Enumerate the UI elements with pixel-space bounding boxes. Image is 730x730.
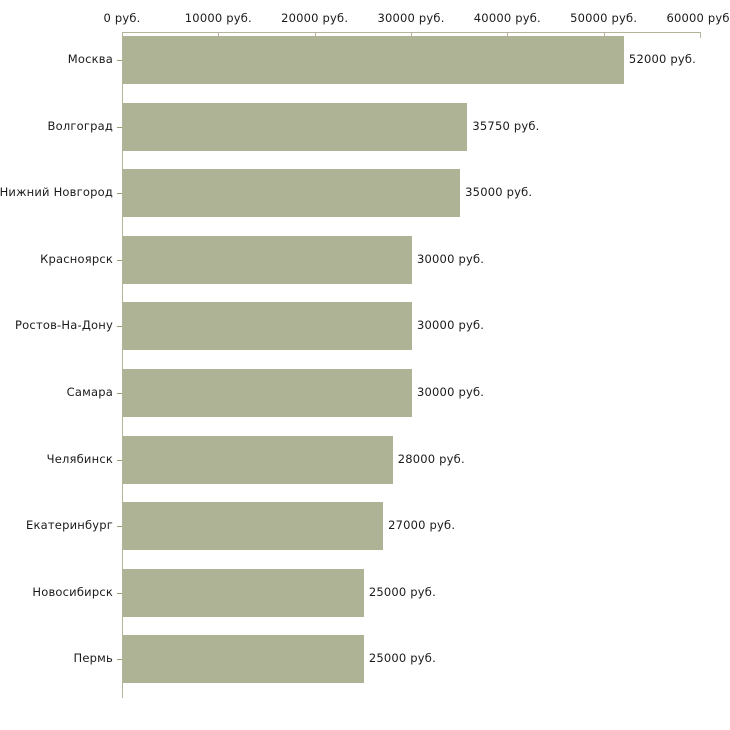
bar-value-label: 35000 руб. xyxy=(465,185,533,199)
bar[interactable] xyxy=(123,36,624,84)
y-axis-tick xyxy=(117,127,122,128)
y-axis-tick xyxy=(117,460,122,461)
y-axis-tick xyxy=(117,659,122,660)
y-axis-tick xyxy=(117,260,122,261)
x-axis-tick xyxy=(314,32,316,38)
bar-value-label: 35750 руб. xyxy=(472,119,540,133)
y-axis-tick xyxy=(117,526,122,527)
bar[interactable] xyxy=(123,169,461,218)
x-axis-tick-label: 60000 руб. xyxy=(666,11,730,25)
bar[interactable] xyxy=(123,568,364,617)
y-axis-tick xyxy=(117,393,122,394)
y-axis-category-label: Самара xyxy=(66,385,113,399)
bar-value-label: 25000 руб. xyxy=(368,585,436,599)
x-axis-tick xyxy=(700,32,701,38)
x-axis-tick-label: 40000 руб. xyxy=(473,11,541,25)
y-axis-category-label: Ростов-На-Дону xyxy=(15,318,113,332)
y-axis-line xyxy=(122,32,123,698)
x-axis-tick-label: 20000 руб. xyxy=(281,11,349,25)
x-axis-tick xyxy=(507,32,509,38)
bar-value-label: 25000 руб. xyxy=(368,651,436,665)
x-axis-tick-label: 50000 руб. xyxy=(570,11,638,25)
bar[interactable] xyxy=(123,635,364,684)
x-axis-tick-label: 0 руб. xyxy=(103,11,141,25)
y-axis-category-label: Пермь xyxy=(73,651,113,665)
x-axis-tick-label: 10000 руб. xyxy=(184,11,252,25)
y-axis-category-label: Красноярск xyxy=(40,252,113,266)
bar-value-label: 30000 руб. xyxy=(417,385,485,399)
y-axis-category-label: Нижний Новгород xyxy=(0,185,113,199)
bar[interactable] xyxy=(123,235,412,284)
bar-value-label: 28000 руб. xyxy=(397,452,465,466)
bar-value-label: 52000 руб. xyxy=(628,52,697,66)
bar-value-label: 30000 руб. xyxy=(417,252,485,266)
y-axis-tick xyxy=(117,60,122,61)
bar[interactable] xyxy=(123,369,412,417)
y-axis-category-label: Екатеринбург xyxy=(26,518,113,532)
y-axis-category-label: Волгоград xyxy=(47,119,113,133)
bar-value-label: 27000 руб. xyxy=(388,518,456,532)
y-axis-category-label: Новосибирск xyxy=(32,585,113,599)
y-axis-tick xyxy=(117,326,122,327)
y-axis-category-label: Челябинск xyxy=(46,452,113,466)
bar[interactable] xyxy=(123,302,412,351)
bar[interactable] xyxy=(123,102,468,151)
x-axis-tick xyxy=(603,32,605,38)
x-axis-tick xyxy=(218,32,220,38)
y-axis-tick xyxy=(117,593,122,594)
x-axis-tick-label: 30000 руб. xyxy=(377,11,445,25)
bar-value-label: 30000 руб. xyxy=(417,318,485,332)
bar[interactable] xyxy=(123,435,393,484)
y-axis-category-label: Москва xyxy=(67,52,113,66)
bar[interactable] xyxy=(123,502,384,551)
y-axis-tick xyxy=(117,193,122,194)
x-axis-tick xyxy=(411,32,412,38)
